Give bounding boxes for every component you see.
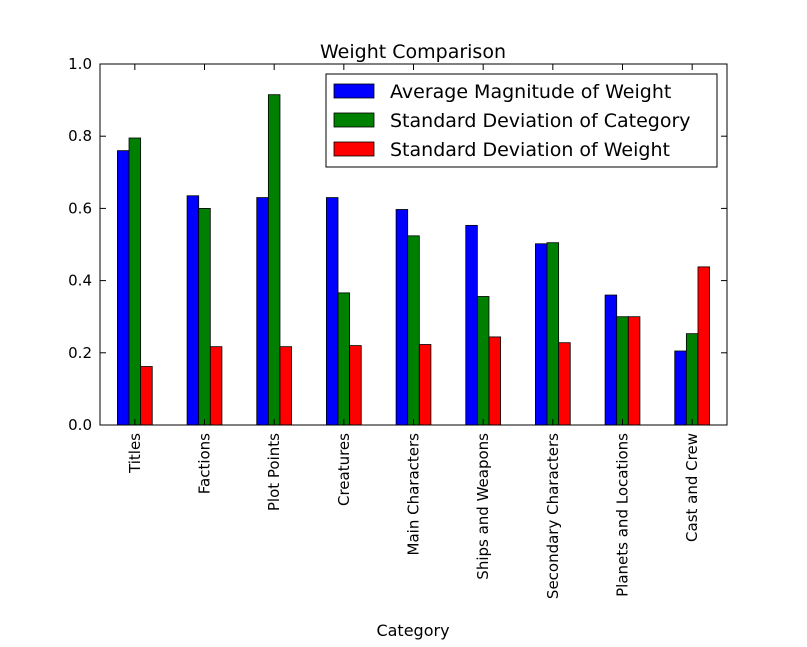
legend-label: Standard Deviation of Category [390,110,691,132]
bar [674,350,687,426]
legend-swatch [333,83,375,99]
legend-swatch [333,141,375,157]
legend-swatch [333,112,375,128]
bar [349,345,362,426]
y-tick-label: 0.0 [68,416,92,434]
bar [140,366,153,426]
y-tick-label: 0.8 [68,127,92,145]
bar [546,242,560,426]
x-tick-label: Main Characters [405,433,423,556]
chart-title: Weight Comparison [320,41,506,63]
bar [128,137,142,426]
y-axis: 0.0 0.2 0.4 0.6 0.8 1.0 [68,55,727,434]
legend-box [325,73,718,168]
x-tick-label: Cast and Crew [683,433,701,542]
legend-label: Average Magnitude of Weight [390,81,671,103]
bar [186,195,200,426]
bar [395,209,409,426]
x-tick-label: Planets and Locations [614,433,632,597]
x-axis: Titles Factions Plot Points Creatures Main C… [126,64,701,599]
bar [697,266,710,426]
bar [337,292,351,426]
bar [616,316,629,426]
x-tick-label: Secondary Characters [544,433,562,599]
bar [418,344,432,426]
x-axis-label: Category [376,621,449,640]
bar [267,94,281,426]
x-tick-label: Plot Points [265,433,283,511]
bar [558,342,571,426]
bar [627,316,641,426]
bar [535,243,548,426]
y-tick-label: 0.6 [68,199,92,217]
legend: Average Magnitude of Weight Standard Devi… [325,73,718,168]
bar [407,235,420,426]
bar [198,207,211,426]
y-tick-label: 0.4 [68,272,92,290]
legend-label: Standard Deviation of Weight [390,139,670,161]
x-tick-label: Factions [196,433,214,494]
bar [279,346,292,426]
x-tick-label: Titles [126,433,144,474]
plot-frame [99,63,728,426]
bar [117,150,130,426]
bar [209,346,223,426]
bar [604,294,618,426]
bar [476,296,490,426]
bar [488,336,501,426]
bar [685,333,699,426]
x-tick-label: Ships and Weapons [474,433,492,580]
bar [326,197,339,426]
y-tick-label: 1.0 [68,55,92,73]
bar [256,197,269,426]
x-tick-label: Creatures [335,433,353,506]
y-tick-label: 0.2 [68,344,92,362]
bar [465,224,478,426]
